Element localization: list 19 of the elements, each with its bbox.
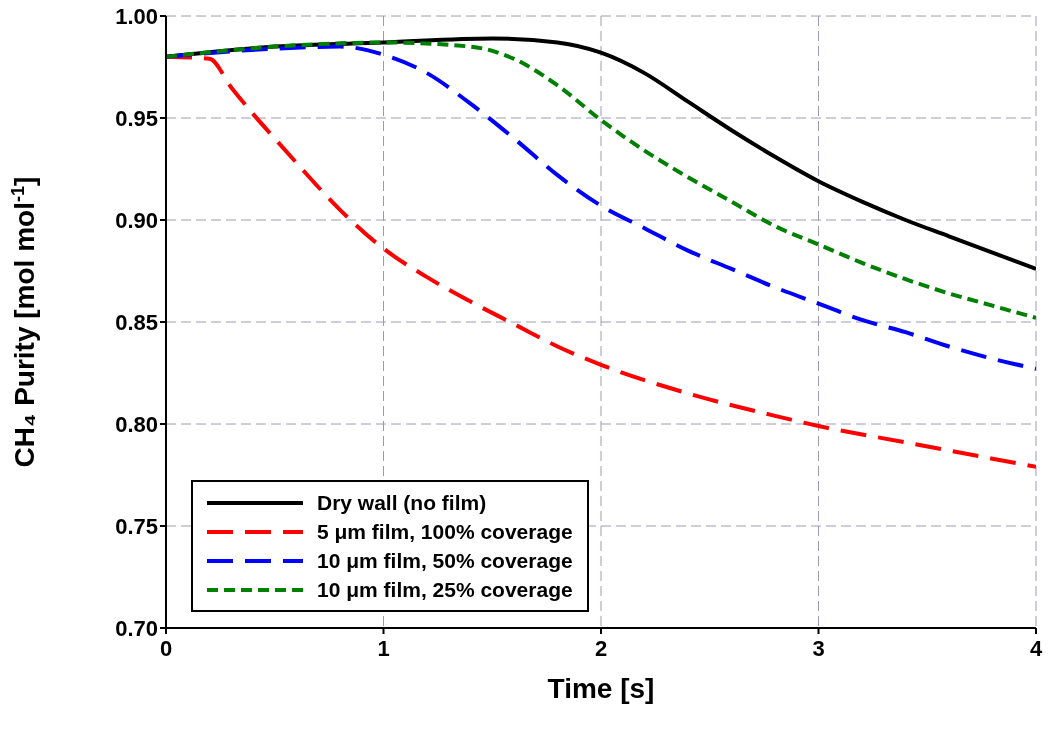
y-tick-label: 0.70 — [115, 615, 158, 641]
y-tick-label: 0.85 — [115, 309, 158, 335]
y-tick-label: 0.95 — [115, 105, 158, 131]
legend-label: 10 μm film, 50% coverage — [317, 548, 573, 573]
x-tick-label: 1 — [377, 635, 390, 661]
y-tick-label: 0.80 — [115, 411, 158, 437]
legend-label: 10 μm film, 25% coverage — [317, 577, 573, 602]
x-tick-label: 4 — [1029, 635, 1043, 661]
line-series — [166, 54, 1036, 469]
x-axis-title: Time [s] — [547, 673, 655, 704]
y-tick-label: 0.90 — [115, 207, 158, 233]
x-tick-label: 2 — [594, 635, 608, 661]
legend-label: 5 μm film, 100% coverage — [317, 519, 573, 544]
x-tick-label: 3 — [812, 635, 825, 661]
x-tick-label: 0 — [159, 635, 173, 661]
legend-label: Dry wall (no film) — [317, 490, 487, 515]
y-tick-label: 1.00 — [115, 3, 158, 29]
line-series — [166, 40, 1036, 320]
y-tick-label: 0.75 — [115, 513, 158, 539]
